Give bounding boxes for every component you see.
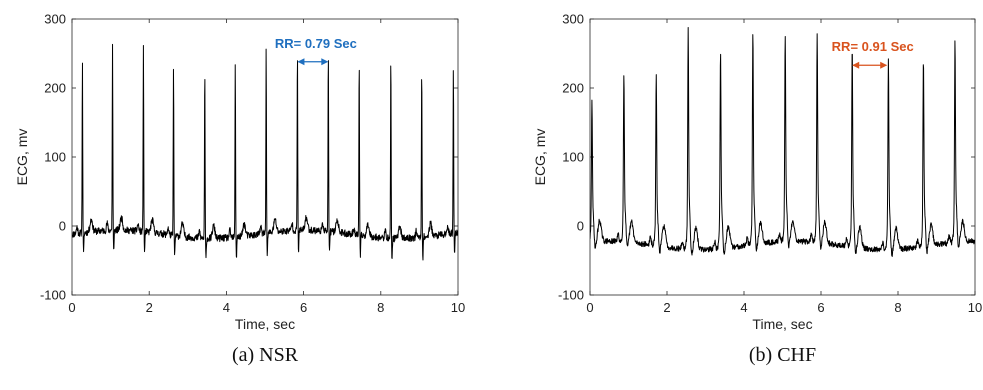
nsr-x-tick-label: 2 [146,300,153,315]
nsr-ecg-trace [72,43,458,261]
nsr-y-tick-label: 0 [59,219,66,234]
nsr-y-tick-label: -100 [40,288,66,303]
chf-y-axis-label: ECG, mv [532,129,548,186]
nsr-rr-interval-arrow [297,58,329,66]
nsr-x-tick-label: 4 [223,300,230,315]
chf-axes-frame [589,18,976,296]
nsr-x-axis-label: Time, sec [235,316,295,332]
chf-x-tick-label: 2 [663,300,670,315]
chf-x-tick-label: 10 [968,300,982,315]
chf-ecg-trace [590,27,975,257]
nsr-y-tick-label: 100 [44,150,66,165]
chf-y-tick-label: 100 [562,150,584,165]
nsr-axes-frame [71,18,459,296]
chf-y-tick-label: -100 [558,288,584,303]
chf-y-tick-label: 300 [562,12,584,27]
chf-x-tick-label: 0 [586,300,593,315]
nsr-rr-interval-label: RR= 0.79 Sec [275,36,357,51]
chf-caption: (b) CHF [749,344,816,366]
chf-y-tick-label: 200 [562,81,584,96]
nsr-y-tick-label: 200 [44,81,66,96]
chf-rr-interval-arrow [852,61,888,69]
nsr-caption: (a) NSR [232,344,299,366]
nsr-y-tick-label: 300 [44,12,66,27]
nsr-x-tick-label: 6 [300,300,307,315]
chf-x-tick-label: 6 [817,300,824,315]
chf-x-tick-label: 8 [894,300,901,315]
nsr-y-axis-label: ECG, mv [14,129,30,186]
nsr-x-tick-label: 0 [68,300,75,315]
chf-x-axis-label: Time, sec [752,316,812,332]
chf-y-tick-label: 0 [577,219,584,234]
chf-rr-interval-label: RR= 0.91 Sec [832,39,914,54]
chf-x-tick-label: 4 [740,300,747,315]
nsr-x-tick-label: 10 [451,300,465,315]
nsr-x-tick-label: 8 [377,300,384,315]
